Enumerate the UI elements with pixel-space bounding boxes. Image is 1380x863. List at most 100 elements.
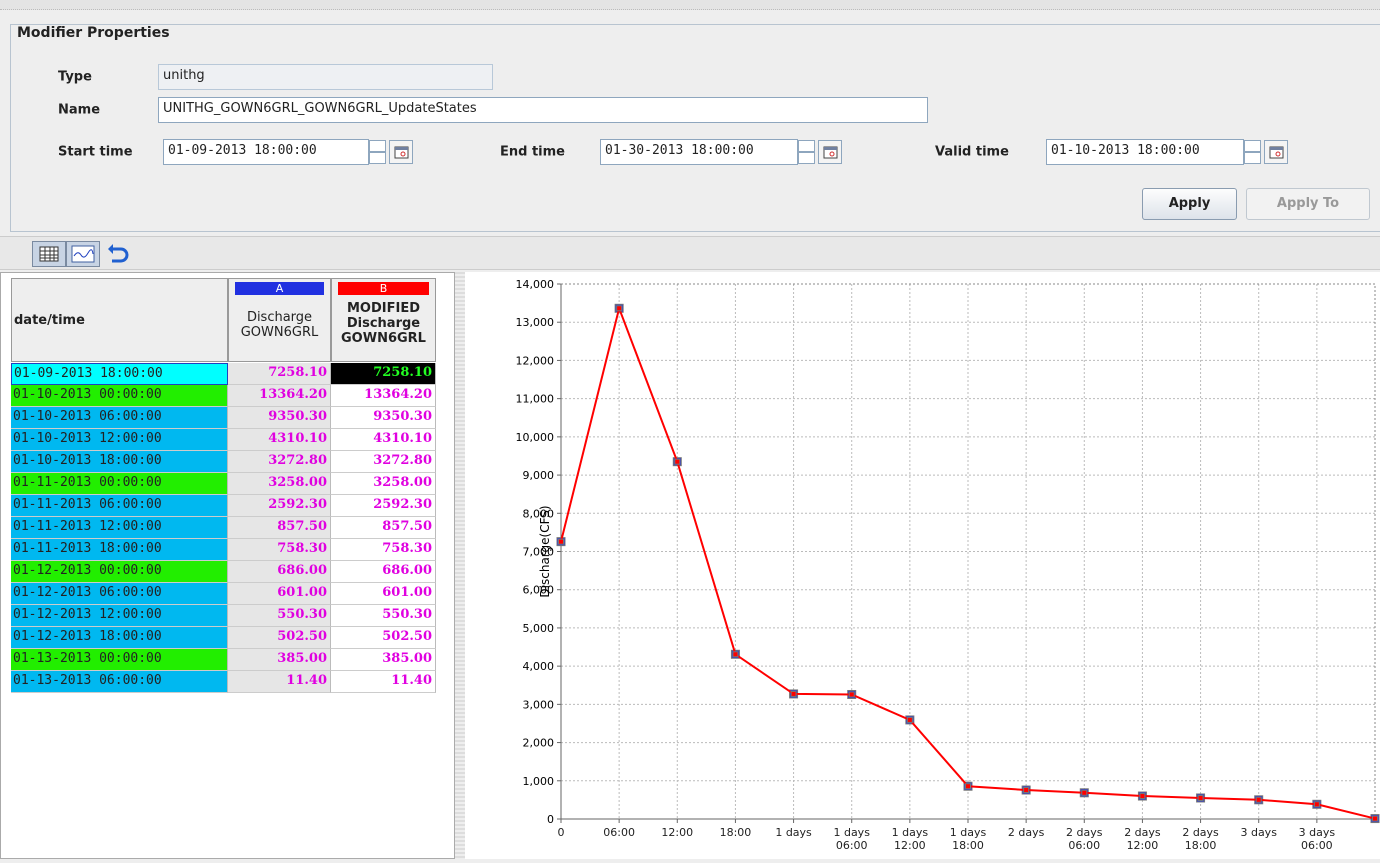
value-cell[interactable]: 7258.10: [331, 363, 436, 385]
calendar-button[interactable]: [1264, 140, 1288, 164]
x-tick-label: 3 days: [1240, 826, 1277, 839]
date-cell[interactable]: 01-11-2013 12:00:00: [11, 517, 228, 539]
calendar-button[interactable]: [818, 140, 842, 164]
date-cell[interactable]: 01-12-2013 00:00:00: [11, 561, 228, 583]
point-marker: [732, 651, 739, 658]
date-cell[interactable]: 01-12-2013 12:00:00: [11, 605, 228, 627]
value-cell[interactable]: 3258.00: [331, 473, 436, 495]
date-cell[interactable]: 01-12-2013 06:00:00: [11, 583, 228, 605]
point-marker: [1139, 793, 1146, 800]
point-marker: [558, 538, 564, 545]
y-tick-label: 0: [547, 813, 554, 826]
value-cell[interactable]: 686.00: [331, 561, 436, 583]
point-marker: [1197, 794, 1204, 801]
value-cell[interactable]: 857.50: [331, 517, 436, 539]
spinner[interactable]: [798, 140, 815, 164]
value-cell[interactable]: 3258.00: [228, 473, 331, 495]
y-tick-label: 14,000: [516, 278, 555, 291]
text-input[interactable]: 01-30-2013 18:00:00: [600, 139, 798, 165]
calendar-button[interactable]: [389, 140, 413, 164]
fieldset-title: Modifier Properties: [14, 25, 173, 41]
value-cell[interactable]: 3272.80: [331, 451, 436, 473]
chart: 0 1,000 2,000 3,000 4,000 5,000 6,000 7,000 8,00…: [516, 278, 1380, 826]
date-cell[interactable]: 01-10-2013 00:00:00: [11, 385, 228, 407]
date-cell[interactable]: 01-11-2013 00:00:00: [11, 473, 228, 495]
split-divider[interactable]: [455, 272, 465, 859]
value-cell[interactable]: 502.50: [228, 627, 331, 649]
header-line: GOWN6GRL: [240, 325, 319, 340]
value-cell[interactable]: 7258.10: [228, 363, 331, 385]
point-marker: [1313, 801, 1320, 808]
chart-panel: 0 1,000 2,000 3,000 4,000 5,000 6,000 7,000 8,00…: [465, 272, 1380, 859]
value-cell[interactable]: 758.30: [228, 539, 331, 561]
field-label: Name: [58, 102, 101, 118]
text-input[interactable]: 01-09-2013 18:00:00: [163, 139, 369, 165]
header-lines: MODIFIED Discharge GOWN6GRL: [332, 301, 435, 346]
x-tick-label: 18:00: [719, 826, 752, 839]
date-cell[interactable]: 01-10-2013 12:00:00: [11, 429, 228, 451]
date-cell[interactable]: 01-13-2013 06:00:00: [11, 671, 228, 693]
date-cell[interactable]: 01-11-2013 18:00:00: [11, 539, 228, 561]
point-marker: [1081, 789, 1088, 796]
x-tick-label: 1 days 18:00: [949, 826, 987, 852]
date-cell[interactable]: 01-13-2013 00:00:00: [11, 649, 228, 671]
x-tick-label: 2 days: [1007, 826, 1045, 839]
value-cell[interactable]: 13364.20: [228, 385, 331, 407]
point-marker: [906, 716, 913, 723]
point-marker: [674, 458, 681, 465]
text-input[interactable]: UNITHG_GOWN6GRL_GOWN6GRL_UpdateStates: [158, 97, 928, 123]
collapse-strip[interactable]: [0, 0, 1380, 10]
date-cell[interactable]: 01-11-2013 06:00:00: [11, 495, 228, 517]
y-tick-label: 10,000: [516, 431, 555, 444]
value-cell[interactable]: 686.00: [228, 561, 331, 583]
text-input[interactable]: 01-10-2013 18:00:00: [1046, 139, 1244, 165]
date-cell[interactable]: 01-10-2013 06:00:00: [11, 407, 228, 429]
point-marker: [965, 783, 971, 790]
x-tick-layer: 0 06:00 12:00 18:00 1 days 1 days 06:00 1 days…: [465, 272, 1380, 859]
date-cell[interactable]: 01-12-2013 18:00:00: [11, 627, 228, 649]
value-cell[interactable]: 11.40: [331, 671, 436, 693]
value-cell[interactable]: 11.40: [228, 671, 331, 693]
value-cell[interactable]: 2592.30: [331, 495, 436, 517]
value-cell[interactable]: 385.00: [228, 649, 331, 671]
date-cell[interactable]: 01-09-2013 18:00:00: [11, 363, 228, 385]
date-cell[interactable]: 01-10-2013 18:00:00: [11, 451, 228, 473]
text-input: unithg: [158, 64, 493, 90]
value-cell[interactable]: 9350.30: [331, 407, 436, 429]
graph-view-button[interactable]: [66, 241, 100, 267]
button[interactable]: Apply: [1142, 188, 1237, 220]
x-tick-label: 2 days 06:00: [1066, 826, 1103, 852]
y-tick-label: 3,000: [523, 698, 555, 711]
value-cell[interactable]: 758.30: [331, 539, 436, 561]
reset-button[interactable]: [102, 241, 132, 267]
value-cell[interactable]: 2592.30: [228, 495, 331, 517]
column-header: A Discharge GOWN6GRL: [228, 278, 331, 362]
value-cell[interactable]: 601.00: [331, 583, 436, 605]
value-cell[interactable]: 4310.10: [331, 429, 436, 451]
value-cell[interactable]: 3272.80: [228, 451, 331, 473]
value-cell[interactable]: 550.30: [331, 605, 436, 627]
table-view-button[interactable]: [32, 241, 66, 267]
value-cell[interactable]: 4310.10: [228, 429, 331, 451]
value-cell[interactable]: 13364.20: [331, 385, 436, 407]
point-marker: [790, 690, 797, 697]
value-cell[interactable]: 601.00: [228, 583, 331, 605]
value-cell[interactable]: 502.50: [331, 627, 436, 649]
header-line: GOWN6GRL: [341, 331, 426, 346]
series-letter: A: [235, 282, 324, 295]
value-cell[interactable]: 9350.30: [228, 407, 331, 429]
x-tick-label: 2 days 12:00: [1124, 826, 1161, 852]
value-cell[interactable]: 385.00: [331, 649, 436, 671]
field-label: Start time: [58, 144, 133, 160]
x-tick-label: 12:00: [661, 826, 694, 839]
button: Apply To: [1246, 188, 1370, 220]
value-cell[interactable]: 550.30: [228, 605, 331, 627]
column-header: B MODIFIED Discharge GOWN6GRL: [331, 278, 436, 362]
y-tick-label: 13,000: [516, 316, 555, 329]
y-tick-label: 2,000: [523, 737, 555, 750]
spinner[interactable]: [1244, 140, 1261, 164]
value-cell[interactable]: 857.50: [228, 517, 331, 539]
y-tick-label: 5,000: [523, 622, 555, 635]
spinner[interactable]: [369, 140, 386, 164]
